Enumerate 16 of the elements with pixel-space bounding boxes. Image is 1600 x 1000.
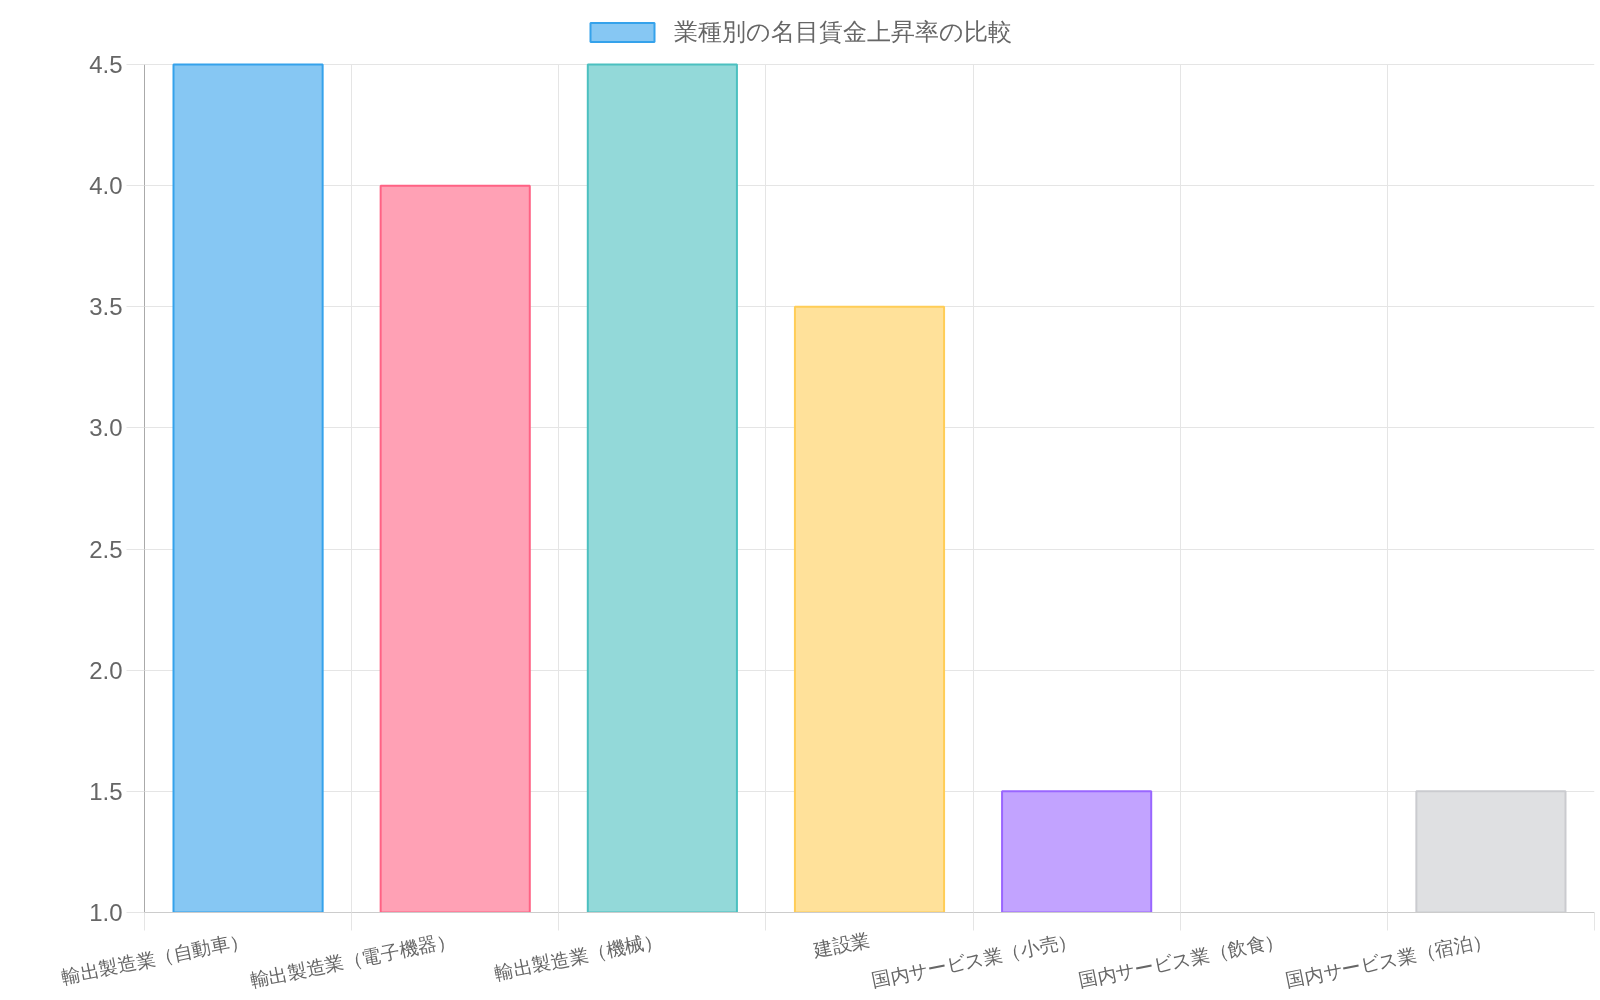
x-tick-label: 輸出製造業（電子機器）: [248, 929, 458, 992]
x-tick-label: 建設業: [810, 929, 872, 962]
x-tick-label: 国内サービス業（宿泊）: [1284, 929, 1494, 992]
x-tick-label: 輸出製造業（機械）: [492, 929, 665, 984]
y-tick-label: 2.5: [89, 535, 123, 563]
y-tick-label: 3.0: [89, 414, 123, 442]
y-tick-label: 3.5: [89, 293, 123, 321]
x-tick-label: 国内サービス業（小売）: [869, 929, 1079, 992]
y-tick-label: 1.5: [89, 777, 123, 805]
y-tick-label: 1.0: [89, 899, 123, 926]
y-tick-label: 4.0: [89, 172, 123, 200]
x-tick-label: 国内サービス業（飲食）: [1076, 929, 1286, 992]
legend-label: 業種別の名目賃金上昇率の比較: [674, 17, 1012, 47]
x-tick-label: 輸出製造業（自動車）: [59, 929, 251, 988]
y-tick-label: 2.0: [89, 656, 123, 684]
y-tick-label: 4.5: [89, 51, 123, 78]
